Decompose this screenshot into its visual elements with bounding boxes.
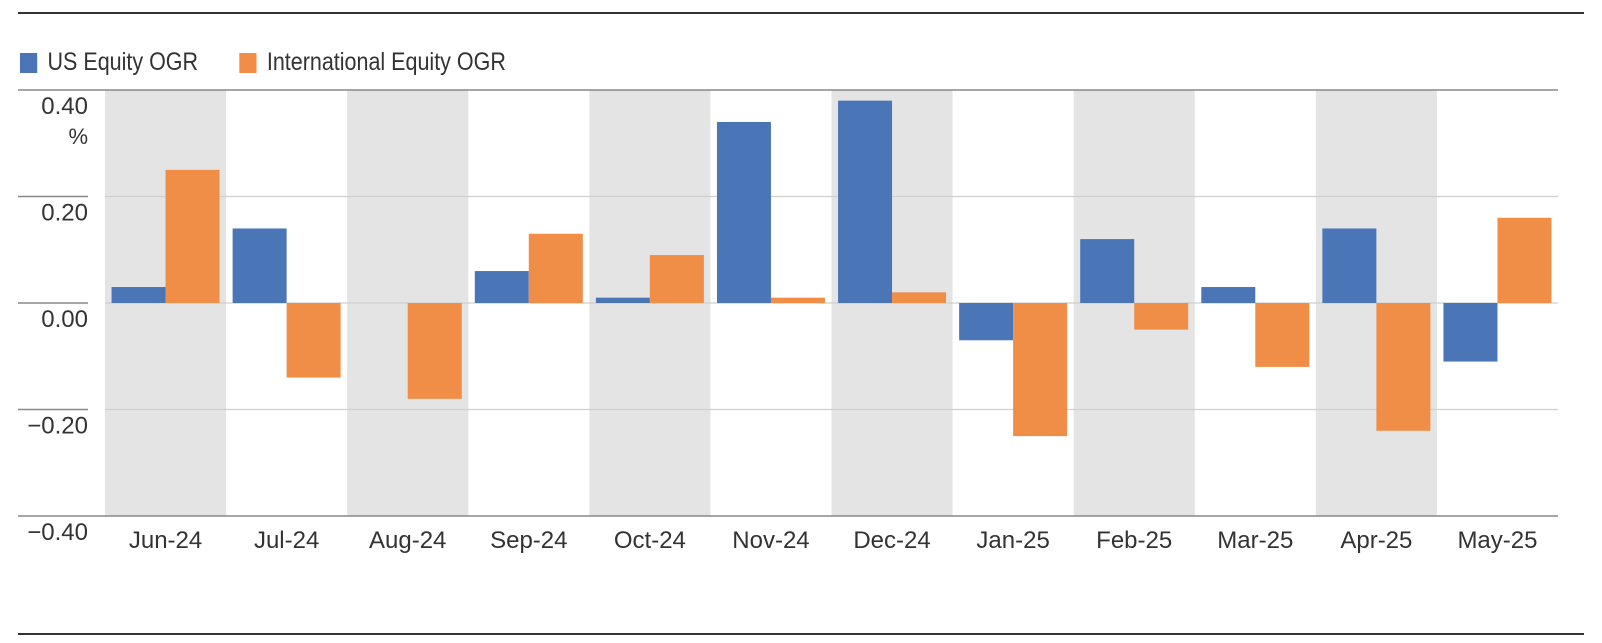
bar-international-equity — [1497, 217, 1552, 303]
x-tick-label: Feb-25 — [1096, 527, 1172, 554]
bar-international-equity — [528, 233, 583, 303]
y-unit-label: % — [68, 124, 88, 149]
bar-international-equity — [1134, 303, 1189, 330]
bar-us-equity — [1443, 303, 1498, 362]
bar-international-equity — [1013, 303, 1068, 437]
bar-us-equity — [716, 121, 771, 303]
x-tick-label: Aug-24 — [369, 527, 446, 554]
x-tick-label: Jul-24 — [254, 527, 319, 554]
bar-international-equity — [286, 303, 341, 378]
x-tick-label: Oct-24 — [614, 527, 686, 554]
legend-item-us-equity: US Equity OGR — [20, 48, 198, 77]
x-tick-label: Jan-25 — [976, 527, 1049, 554]
bar-international-equity — [165, 169, 220, 303]
bar-us-equity — [1322, 228, 1377, 303]
bar-international-equity — [1255, 303, 1310, 367]
top-rule — [18, 12, 1584, 14]
bar-us-equity — [1080, 239, 1135, 303]
x-tick-label: Apr-25 — [1340, 527, 1412, 554]
legend-swatch-international-equity — [239, 52, 257, 73]
x-tick-label: Nov-24 — [732, 527, 809, 554]
legend-item-international-equity: International Equity OGR — [239, 48, 506, 77]
x-tick-label: Jun-24 — [129, 527, 202, 554]
bar-international-equity — [770, 297, 825, 303]
bar-international-equity — [892, 292, 947, 303]
bar-us-equity — [111, 287, 166, 303]
y-tick-label: 0.40 — [41, 93, 88, 120]
bar-us-equity — [474, 271, 529, 303]
bar-us-equity — [1201, 287, 1256, 303]
legend-swatch-us-equity — [20, 52, 38, 73]
bar-us-equity — [959, 303, 1014, 341]
x-tick-label: Dec-24 — [853, 527, 930, 554]
bar-us-equity — [595, 297, 650, 303]
bar-us-equity — [838, 100, 893, 304]
y-tick-label: −0.20 — [27, 413, 88, 440]
chart-legend: US Equity OGR International Equity OGR — [20, 48, 547, 77]
legend-label-us-equity: US Equity OGR — [47, 48, 199, 76]
bar-international-equity — [1376, 303, 1431, 431]
legend-label-international-equity: International Equity OGR — [266, 48, 506, 76]
x-tick-label: May-25 — [1457, 527, 1537, 554]
bar-international-equity — [407, 303, 462, 399]
bar-international-equity — [649, 255, 704, 303]
y-tick-label: 0.20 — [41, 200, 88, 227]
x-tick-label: Mar-25 — [1217, 527, 1293, 554]
y-tick-label: 0.00 — [41, 306, 88, 333]
x-tick-label: Sep-24 — [490, 527, 567, 554]
bottom-rule — [18, 633, 1584, 635]
bar-us-equity — [232, 228, 287, 303]
y-tick-label: −0.40 — [27, 519, 88, 546]
